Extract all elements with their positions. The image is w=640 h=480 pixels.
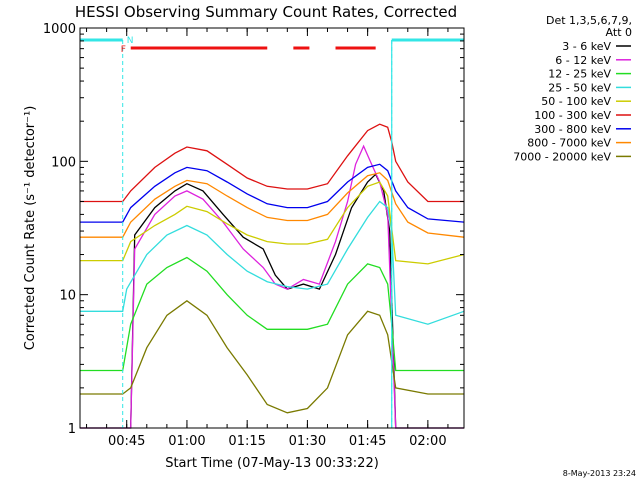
legend-label: 6 - 12 keV xyxy=(555,54,611,67)
y-tick-label: 100 xyxy=(51,155,76,170)
plot-frame xyxy=(79,27,465,429)
legend-label: 800 - 7000 keV xyxy=(527,137,611,150)
y-tick-label: 1000 xyxy=(43,22,76,37)
series-line-8 xyxy=(80,299,464,414)
y-tick-label: 10 xyxy=(59,289,76,304)
series-line-1 xyxy=(80,144,464,429)
x-tick-label: 02:00 xyxy=(409,434,446,449)
x-tick-label: 00:45 xyxy=(108,434,145,449)
x-tick-label: 01:00 xyxy=(168,434,205,449)
legend-label: 7000 - 20000 keV xyxy=(513,150,611,163)
series-line-4 xyxy=(80,181,465,265)
y-axis-label: Corrected Count Rate (s⁻¹ detector⁻¹) xyxy=(23,106,38,351)
legend-header: Att 0 xyxy=(606,26,632,39)
legend-label: 25 - 50 keV xyxy=(548,81,611,94)
legend-label: 50 - 100 keV xyxy=(541,95,611,108)
x-axis-label: Start Time (07-May-13 00:33:22) xyxy=(165,456,379,471)
axes-layer: 00:45 01:00 01:15 01:30 01:45 02:00 1 10 100 1000 xyxy=(43,22,464,449)
legend-header: Det 1,3,5,6,7,9, xyxy=(546,14,632,27)
chart-title: HESSI Observing Summary Count Rates, Cor… xyxy=(75,3,457,21)
x-tick-label: 01:15 xyxy=(228,434,265,449)
x-tick-label: 01:45 xyxy=(349,434,386,449)
legend-label: 12 - 25 keV xyxy=(548,68,611,81)
series-line-3 xyxy=(80,200,465,325)
x-tick-label: 01:30 xyxy=(289,434,326,449)
legend-label: 100 - 300 keV xyxy=(534,109,611,122)
night-flag-label: N xyxy=(127,36,134,46)
footer-date: 8-May-2013 23:24 xyxy=(563,469,636,478)
series-line-7 xyxy=(80,172,465,238)
series-line-2 xyxy=(80,256,464,372)
series-layer xyxy=(80,123,465,429)
legend-label: 3 - 6 keV xyxy=(562,40,611,53)
series-line-6 xyxy=(80,163,465,223)
series-line-5 xyxy=(80,123,464,203)
legend-label: 300 - 800 keV xyxy=(534,123,611,136)
flare-flag-label: F xyxy=(121,45,126,55)
y-tick-label: 1 xyxy=(68,422,76,437)
